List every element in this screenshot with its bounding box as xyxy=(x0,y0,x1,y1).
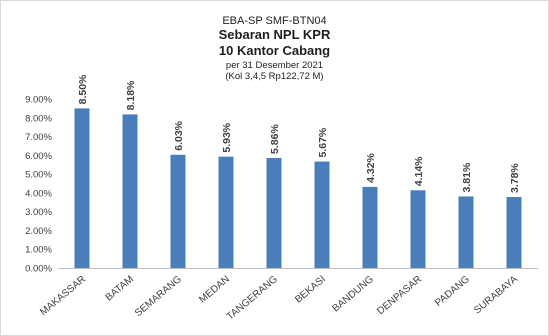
chart-title-line-5: (Kol 3,4,5 Rp122,72 M) xyxy=(225,71,324,82)
bar-semarang xyxy=(170,154,186,268)
x-tick-label: BATAM xyxy=(104,274,136,304)
y-tick-label: 7.00% xyxy=(25,132,52,143)
x-tick-label: SURABAYA xyxy=(472,274,520,317)
bar-medan xyxy=(218,156,234,268)
x-tick-label: TANGERANG xyxy=(225,274,280,323)
y-tick-label: 1.00% xyxy=(25,245,52,256)
data-label: 3.78% xyxy=(509,163,521,193)
bar-batam xyxy=(122,114,138,268)
bar-bandung xyxy=(362,186,378,268)
chart-title-line-4: per 31 Desember 2021 xyxy=(225,60,324,71)
y-tick-label: 6.00% xyxy=(25,151,52,162)
y-tick-label: 8.00% xyxy=(25,113,52,124)
x-tick-label: BANDUNG xyxy=(331,274,377,315)
x-tick-label: MAKASSAR xyxy=(38,274,88,318)
y-tick-label: 3.00% xyxy=(25,207,52,218)
y-tick-label: 2.00% xyxy=(25,226,52,237)
y-tick-label: 5.00% xyxy=(25,170,52,181)
data-label: 4.32% xyxy=(365,152,377,182)
data-label: 8.50% xyxy=(77,74,89,104)
data-label: 5.67% xyxy=(317,127,329,157)
chart-title-line-3: 10 Kantor Cabang xyxy=(218,43,331,58)
x-tick-label: MEDAN xyxy=(197,274,232,306)
x-tick-label: PADANG xyxy=(433,274,472,309)
bar-padang xyxy=(458,196,474,268)
data-label: 8.18% xyxy=(125,80,137,110)
bar-surabaya xyxy=(506,197,522,268)
bar-tangerang xyxy=(266,157,282,268)
bar-bekasi xyxy=(314,161,330,268)
chart-title-line-2: Sebaran NPL KPR xyxy=(218,27,331,42)
y-tick-label: 0.00% xyxy=(25,264,52,275)
data-label: 4.14% xyxy=(413,156,425,186)
y-tick-label: 4.00% xyxy=(25,188,52,199)
x-tick-label: SEMARANG xyxy=(133,274,184,319)
bar-denpasar xyxy=(410,190,426,268)
data-label: 6.03% xyxy=(173,120,185,150)
data-label: 3.81% xyxy=(461,162,473,192)
x-tick-label: BEKASI xyxy=(293,274,328,306)
y-tick-label: 9.00% xyxy=(25,95,52,106)
bar-makassar xyxy=(74,108,90,268)
data-label: 5.86% xyxy=(269,124,281,154)
chart-title-line-1: EBA-SP SMF-BTN04 xyxy=(222,15,327,27)
x-tick-label: DENPASAR xyxy=(375,274,424,317)
data-label: 5.93% xyxy=(221,122,233,152)
